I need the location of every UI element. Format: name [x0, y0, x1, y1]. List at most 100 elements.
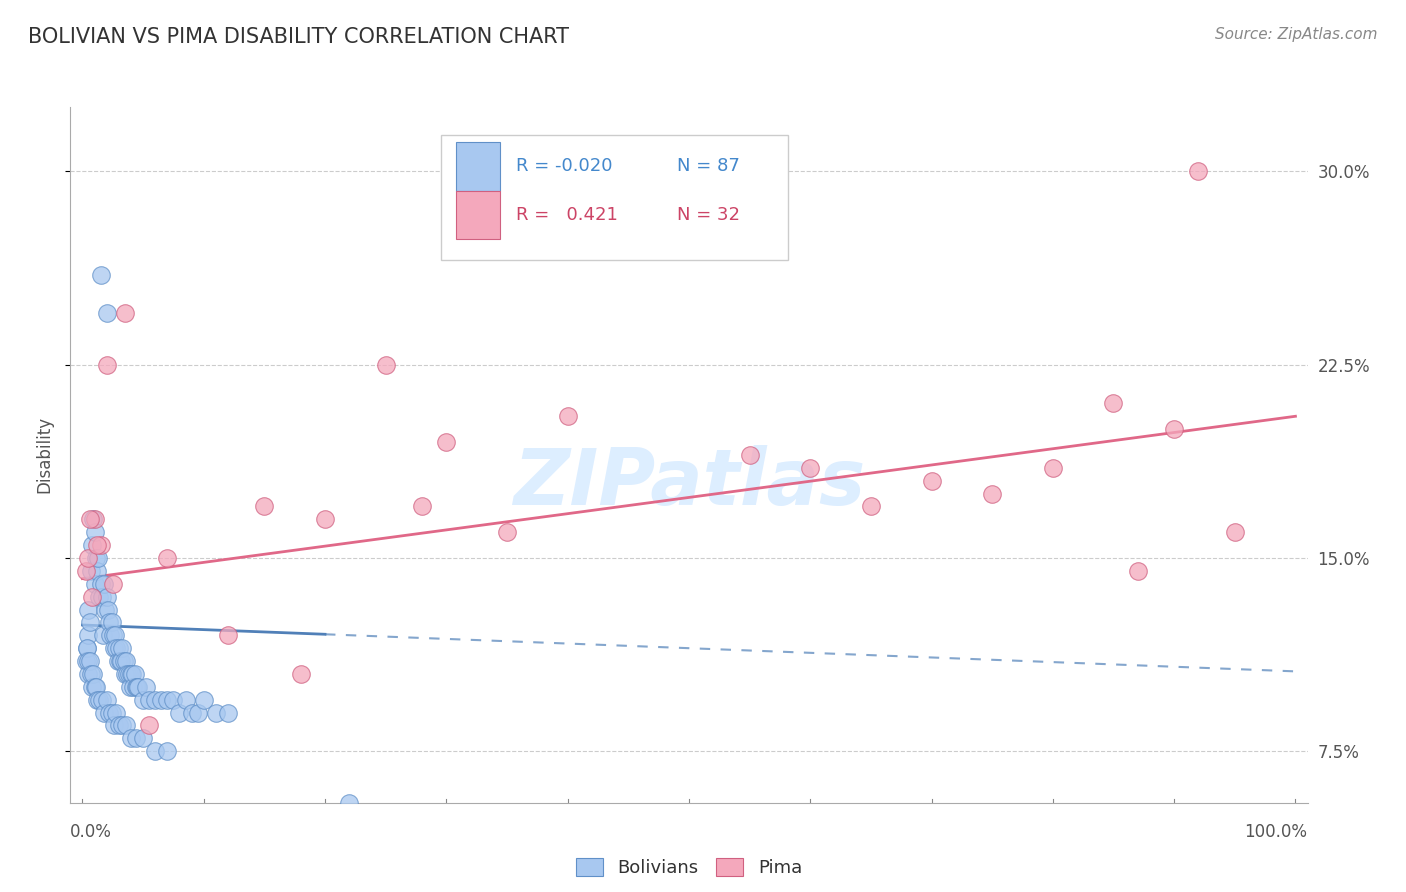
Text: Source: ZipAtlas.com: Source: ZipAtlas.com [1215, 27, 1378, 42]
Point [77, 654, 100, 668]
Point [96, 358, 118, 372]
Point [90, 692, 112, 706]
Point [496, 525, 519, 540]
Point [82, 512, 104, 526]
Point [125, 680, 148, 694]
Point [76, 641, 98, 656]
Point [80, 564, 103, 578]
Point [87, 551, 110, 566]
Point [75, 564, 97, 578]
Point [105, 641, 128, 656]
Point [150, 692, 173, 706]
Point [90, 590, 112, 604]
Point [132, 692, 155, 706]
Point [82, 667, 104, 681]
Point [125, 731, 148, 746]
Point [738, 448, 761, 462]
Point [217, 706, 239, 720]
Point [86, 538, 108, 552]
Text: 100.0%: 100.0% [1244, 823, 1308, 841]
Point [118, 680, 141, 694]
Point [98, 615, 121, 630]
Point [105, 706, 128, 720]
Point [337, 796, 360, 810]
Point [114, 306, 136, 320]
Text: 0.0%: 0.0% [70, 823, 112, 841]
Point [115, 718, 138, 732]
Point [90, 576, 112, 591]
Point [1102, 396, 1125, 410]
Point [187, 706, 209, 720]
Point [108, 654, 131, 668]
Point [79, 512, 101, 526]
Point [96, 692, 118, 706]
Point [86, 564, 108, 578]
Point [253, 500, 276, 514]
FancyBboxPatch shape [457, 191, 499, 239]
Point [75, 654, 97, 668]
Text: N = 32: N = 32 [676, 206, 740, 224]
Point [156, 744, 179, 758]
Point [117, 667, 139, 681]
Point [1163, 422, 1185, 436]
Point [120, 731, 142, 746]
Point [77, 602, 100, 616]
Point [110, 654, 132, 668]
Y-axis label: Disability: Disability [35, 417, 53, 493]
Point [143, 692, 166, 706]
Point [91, 628, 114, 642]
Point [374, 358, 396, 372]
Point [79, 654, 101, 668]
Point [859, 500, 882, 514]
Point [77, 551, 100, 566]
Point [97, 602, 120, 616]
Point [103, 718, 125, 732]
Point [90, 268, 112, 282]
Point [169, 706, 191, 720]
Point [1223, 525, 1246, 540]
Point [117, 667, 139, 681]
Point [76, 641, 98, 656]
Point [98, 706, 121, 720]
Point [93, 706, 115, 720]
Point [83, 525, 105, 540]
Point [83, 576, 105, 591]
Point [1042, 460, 1064, 475]
Point [125, 680, 148, 694]
Point [89, 590, 111, 604]
Point [94, 602, 117, 616]
Point [103, 641, 125, 656]
Point [1187, 164, 1209, 178]
Point [134, 680, 156, 694]
Point [127, 680, 149, 694]
Point [98, 628, 121, 642]
Text: BOLIVIAN VS PIMA DISABILITY CORRELATION CHART: BOLIVIAN VS PIMA DISABILITY CORRELATION … [28, 27, 569, 46]
Point [101, 576, 124, 591]
Point [114, 667, 136, 681]
Point [290, 667, 312, 681]
Point [112, 654, 135, 668]
Point [86, 692, 108, 706]
Point [121, 667, 143, 681]
Point [132, 731, 155, 746]
Point [104, 628, 127, 642]
FancyBboxPatch shape [457, 142, 499, 191]
Point [82, 680, 104, 694]
Point [84, 551, 107, 566]
Point [411, 500, 433, 514]
Text: R = -0.020: R = -0.020 [516, 157, 612, 175]
FancyBboxPatch shape [441, 135, 787, 260]
Point [314, 512, 336, 526]
Point [138, 718, 160, 732]
Point [79, 615, 101, 630]
Point [138, 692, 160, 706]
Point [143, 744, 166, 758]
Point [981, 486, 1004, 500]
Point [84, 680, 107, 694]
Point [921, 474, 943, 488]
Point [115, 654, 138, 668]
Point [1126, 564, 1149, 578]
Point [100, 615, 122, 630]
Point [77, 628, 100, 642]
Point [96, 306, 118, 320]
